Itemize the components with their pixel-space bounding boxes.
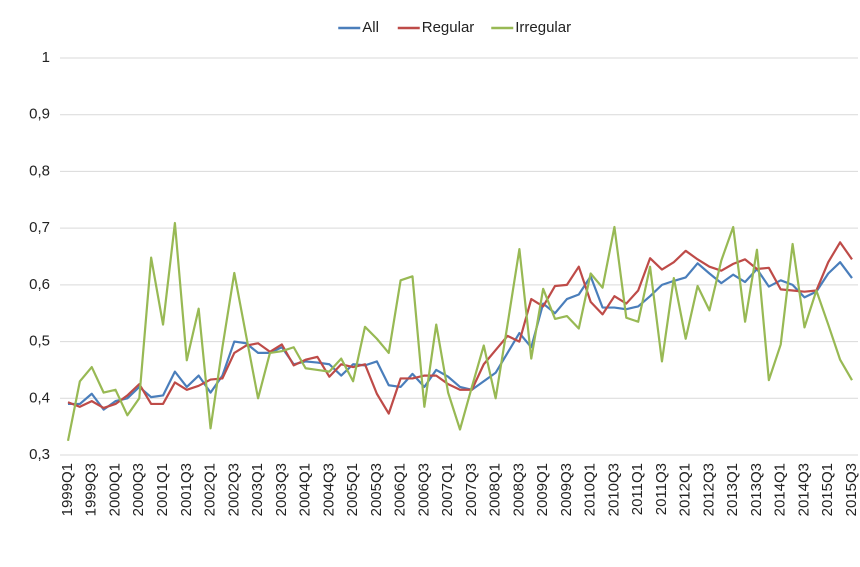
x-tick-label: 2002Q1	[202, 463, 219, 516]
x-tick-label: 2003Q3	[273, 463, 290, 516]
x-tick-label: 2004Q3	[320, 463, 337, 516]
x-tick-label: 2011Q3	[653, 463, 670, 515]
x-tick-label: 2015Q3	[843, 463, 860, 516]
x-tick-label: 2001Q3	[178, 463, 195, 516]
x-tick-label: 2010Q1	[582, 463, 599, 516]
x-tick-label: 1999Q3	[83, 463, 100, 516]
y-tick-label: 0,8	[29, 162, 50, 179]
x-tick-label: 2006Q3	[415, 463, 432, 516]
y-tick-label: 0,5	[29, 333, 50, 350]
x-tick-label: 2011Q1	[629, 463, 646, 515]
y-tick-label: 0,3	[29, 446, 50, 463]
x-tick-label: 2014Q3	[795, 463, 812, 516]
x-tick-label: 2001Q1	[154, 463, 171, 516]
x-tick-label: 2013Q3	[748, 463, 765, 516]
x-tick-label: 2013Q1	[724, 463, 741, 516]
x-tick-label: 2009Q3	[558, 463, 575, 516]
series-line	[66, 221, 853, 442]
series-line	[68, 261, 853, 411]
x-tick-label: 2008Q3	[510, 463, 527, 516]
legend-label: Irregular	[515, 19, 571, 36]
x-tick-label: 2000Q3	[130, 463, 147, 516]
x-tick-label: 2007Q3	[463, 463, 480, 516]
x-tick-label: 2007Q1	[439, 463, 456, 516]
x-tick-label: 2003Q1	[249, 463, 266, 516]
y-tick-label: 0,4	[29, 389, 50, 406]
y-tick-label: 1	[42, 49, 50, 66]
x-tick-label: 2010Q3	[605, 463, 622, 516]
series-line	[67, 241, 853, 415]
x-tick-label: 2006Q1	[392, 463, 409, 516]
x-tick-label: 2009Q1	[534, 463, 551, 516]
x-tick-label: 2004Q1	[297, 463, 314, 516]
x-tick-label: 2012Q3	[700, 463, 717, 516]
x-tick-label: 2014Q1	[772, 463, 789, 516]
x-tick-label: 2000Q1	[106, 463, 123, 516]
y-tick-label: 0,7	[29, 219, 50, 236]
x-tick-label: 2012Q1	[677, 463, 694, 516]
y-tick-label: 0,6	[29, 276, 50, 293]
legend-label: All	[362, 19, 379, 36]
x-tick-label: 2002Q3	[225, 463, 242, 516]
x-tick-label: 1999Q1	[59, 463, 76, 516]
x-tick-label: 2015Q1	[819, 463, 836, 516]
x-tick-label: 2005Q3	[368, 463, 385, 516]
y-tick-label: 0,9	[29, 106, 50, 123]
x-tick-label: 2005Q1	[344, 463, 361, 516]
x-tick-label: 2008Q1	[487, 463, 504, 516]
legend-label: Regular	[422, 19, 475, 36]
